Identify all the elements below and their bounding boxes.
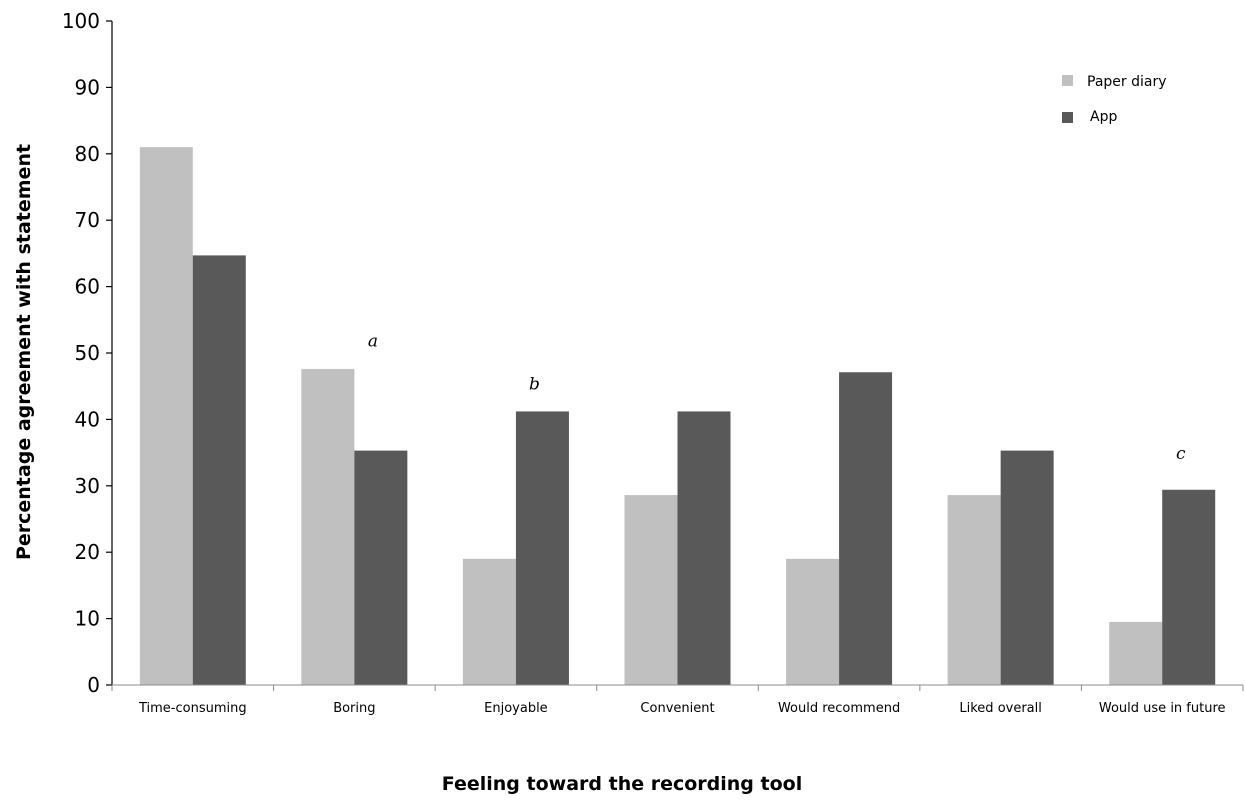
x-tick-label-would-recommend: Would recommend bbox=[778, 701, 900, 716]
x-ticks-group: Time-consuming Boring Enjoyable Convenient W… bbox=[111, 685, 1244, 716]
bar-paper-diary-convenient bbox=[624, 495, 678, 685]
annotation-a: a bbox=[368, 331, 378, 351]
y-tick-label-60: 60 bbox=[75, 275, 100, 299]
bar-paper-diary-liked-overall bbox=[947, 495, 1001, 685]
y-tick-label-10: 10 bbox=[75, 607, 100, 631]
annotations-group: a b c bbox=[368, 331, 1186, 464]
x-tick-label-time-consuming: Time-consuming bbox=[138, 701, 247, 716]
legend-swatch-paper-diary bbox=[1062, 75, 1073, 86]
bar-app-enjoyable bbox=[515, 411, 569, 685]
bar-paper-diary-boring bbox=[301, 368, 355, 685]
x-tick-label-boring: Boring bbox=[333, 701, 375, 716]
y-tick-label-50: 50 bbox=[75, 341, 100, 365]
bar-app-liked-overall bbox=[1000, 450, 1054, 685]
y-tick-label-70: 70 bbox=[75, 208, 100, 232]
y-ticks-group: 0 10 20 30 40 50 60 70 80 90 100 bbox=[62, 9, 112, 697]
y-tick-label-100: 100 bbox=[62, 9, 100, 33]
y-tick-label-20: 20 bbox=[75, 540, 100, 564]
annotation-b: b bbox=[529, 375, 540, 395]
y-tick-label-0: 0 bbox=[87, 673, 100, 697]
bars-group bbox=[139, 147, 1216, 685]
y-tick-label-30: 30 bbox=[75, 474, 100, 498]
annotation-c: c bbox=[1176, 444, 1186, 464]
legend-label-app: App bbox=[1090, 109, 1117, 125]
bar-paper-diary-would-recommend bbox=[786, 558, 840, 685]
bar-paper-diary-would-use-in-future bbox=[1109, 621, 1163, 685]
bar-app-would-use-in-future bbox=[1162, 489, 1216, 685]
x-tick-label-convenient: Convenient bbox=[640, 701, 714, 716]
bar-app-time-consuming bbox=[192, 255, 246, 685]
x-tick-label-enjoyable: Enjoyable bbox=[484, 701, 548, 716]
bar-paper-diary-enjoyable bbox=[462, 558, 516, 685]
y-tick-label-40: 40 bbox=[75, 407, 100, 431]
legend: Paper diary App bbox=[1062, 74, 1167, 125]
x-tick-label-liked-overall: Liked overall bbox=[959, 701, 1041, 716]
bar-paper-diary-time-consuming bbox=[139, 147, 193, 685]
y-tick-label-90: 90 bbox=[75, 75, 100, 99]
y-tick-label-80: 80 bbox=[75, 142, 100, 166]
x-axis-title: Feeling toward the recording tool bbox=[442, 773, 802, 795]
y-axis-title: Percentage agreement with statement bbox=[13, 144, 35, 560]
legend-label-paper-diary: Paper diary bbox=[1087, 74, 1167, 90]
bar-app-convenient bbox=[677, 411, 731, 685]
legend-swatch-app bbox=[1062, 112, 1073, 123]
bar-app-boring bbox=[354, 450, 408, 685]
bar-app-would-recommend bbox=[839, 372, 893, 685]
x-tick-label-would-use-in-future: Would use in future bbox=[1099, 701, 1226, 716]
